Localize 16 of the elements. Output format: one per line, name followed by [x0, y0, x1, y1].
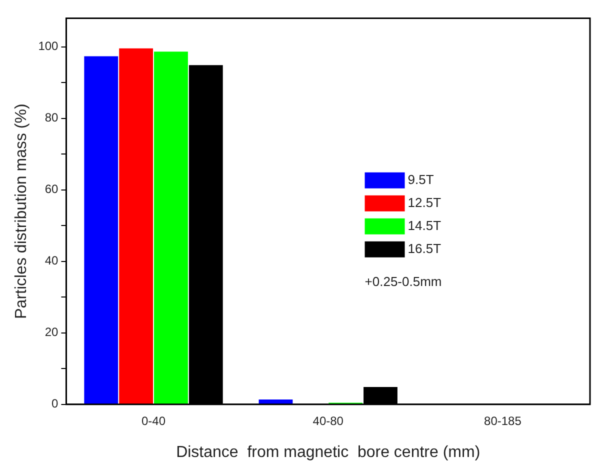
y-tick-label: 100 [38, 39, 59, 54]
x-tick-label: 80-185 [484, 414, 522, 428]
x-tick-label: 40-80 [312, 414, 344, 428]
y-tick-label: 20 [44, 325, 59, 340]
y-tick-label: 40 [44, 254, 59, 268]
y-axis-title: Particles distribution mass (%) [13, 104, 30, 319]
x-tick-label: 0-40 [142, 414, 166, 428]
legend-label: 9.5T [408, 172, 434, 187]
y-tick-label: 0 [52, 396, 59, 411]
x-axis-title: Distance from magnetic bore centre (mm) [176, 444, 480, 461]
y-tick-label: 80 [44, 110, 59, 125]
legend-label: 16.5T [408, 240, 442, 256]
annotation: +0.25-0.5mm [364, 274, 442, 289]
legend-label: 14.5T [408, 218, 442, 233]
y-tick-label: 60 [44, 182, 59, 196]
legend-label: 12.5T [408, 194, 442, 210]
